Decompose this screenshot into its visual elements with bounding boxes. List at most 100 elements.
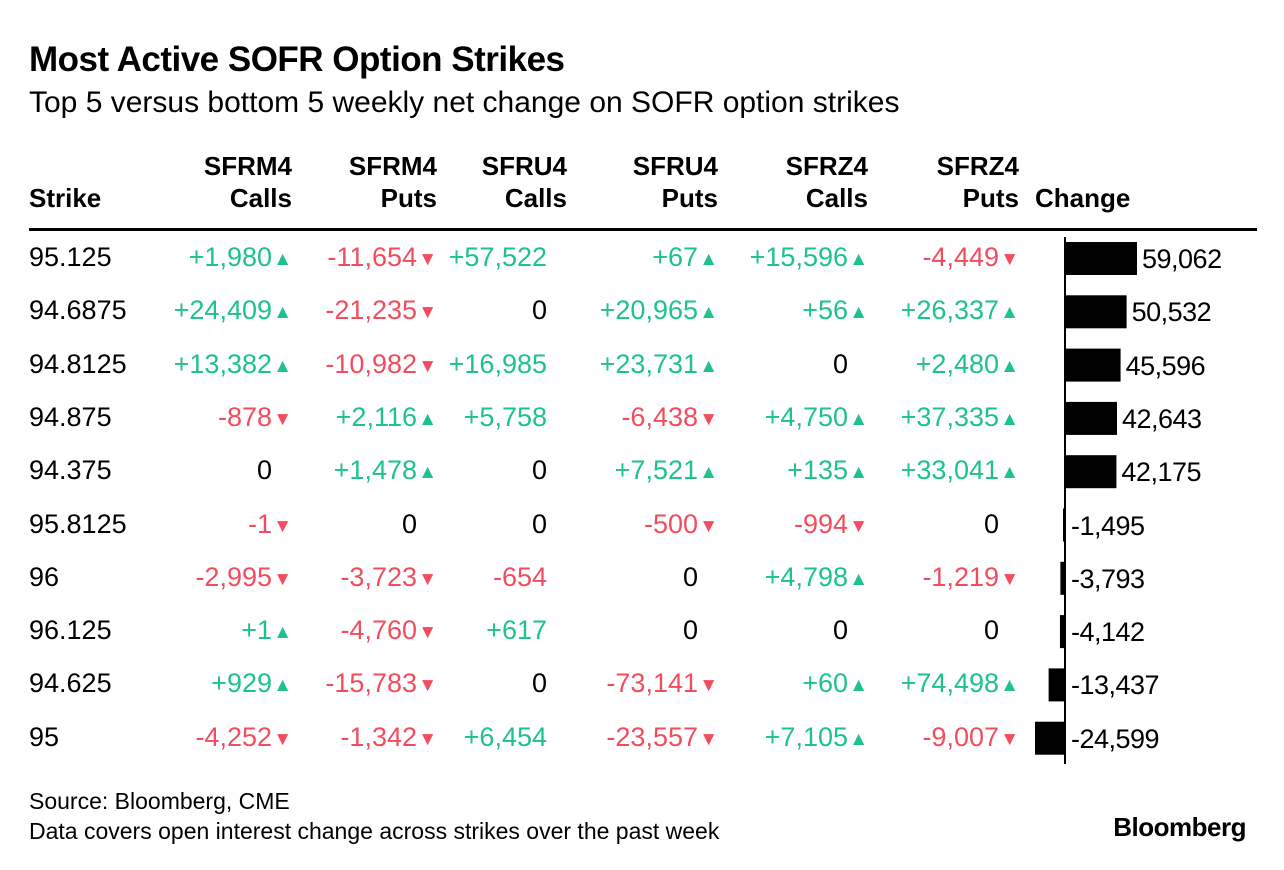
header-sfru4-puts: SFRU4 Puts	[596, 150, 718, 214]
value-cell: +929▲	[122, 667, 292, 702]
up-triangle-icon: ▲	[849, 462, 868, 484]
value-text: +617	[486, 615, 547, 646]
down-triangle-icon: ▼	[418, 302, 437, 324]
value-text: +1,980	[188, 242, 272, 272]
up-triangle-icon: ▲	[273, 355, 292, 377]
value-text: +4,798	[764, 561, 848, 592]
header-line2: Calls	[504, 183, 567, 213]
value-cell: +60▲	[698, 667, 868, 702]
value-text: -23,557	[606, 721, 698, 752]
value-text: -878	[217, 401, 272, 432]
strike-cell: 94.6875	[29, 295, 127, 326]
value-cell: +57,522	[397, 241, 567, 273]
value-text: -73,141	[606, 668, 698, 699]
value-text: +1	[241, 615, 272, 646]
value-text: -15,783	[325, 668, 417, 699]
value-text: +23,731	[599, 348, 698, 379]
value-cell: 0	[849, 614, 1019, 646]
strike-cell: 94.8125	[29, 348, 127, 379]
value-text: 0	[832, 615, 848, 646]
value-text: 0	[983, 508, 999, 539]
change-label: 45,596	[1125, 350, 1206, 381]
value-cell: +617	[397, 614, 567, 646]
value-cell: +37,335▲	[849, 401, 1019, 436]
value-cell: 0	[397, 667, 567, 699]
value-cell: +16,985	[397, 348, 567, 380]
change-label: 50,532	[1131, 297, 1212, 328]
value-cell: 0	[548, 561, 718, 593]
value-cell: 0	[698, 348, 868, 380]
header-sfrz4-puts: SFRZ4 Puts	[897, 150, 1019, 214]
value-cell: +2,480▲	[849, 348, 1019, 383]
up-triangle-icon: ▲	[699, 462, 718, 484]
change-bar	[1059, 615, 1065, 649]
change-bar	[1065, 401, 1117, 435]
value-text: -654	[492, 561, 547, 592]
value-cell: -654	[397, 561, 567, 593]
change-label: -13,437	[1071, 670, 1160, 701]
change-label: -4,142	[1071, 617, 1145, 648]
up-triangle-icon: ▲	[1000, 408, 1019, 430]
header-line2: Puts	[962, 183, 1019, 213]
up-triangle-icon: ▲	[273, 302, 292, 324]
value-text: -1,342	[340, 721, 417, 752]
up-triangle-icon: ▲	[849, 675, 868, 697]
change-bar	[1065, 348, 1121, 382]
value-text: +67	[652, 242, 698, 272]
header-line1: SFRM4	[348, 151, 437, 181]
value-cell: 0	[122, 454, 292, 486]
value-text: 0	[682, 615, 698, 646]
down-triangle-icon: ▼	[418, 355, 437, 377]
value-cell: +135▲	[698, 454, 868, 489]
chart-title: Most Active SOFR Option Strikes	[29, 40, 565, 79]
up-triangle-icon: ▲	[849, 728, 868, 750]
value-text: +7,105	[764, 721, 848, 752]
change-bar	[1048, 668, 1065, 702]
value-text: +7,521	[614, 455, 698, 486]
value-text: -994	[793, 508, 848, 539]
value-cell: +15,596▲	[698, 241, 868, 276]
value-text: 0	[531, 668, 547, 699]
down-triangle-icon: ▼	[699, 675, 718, 697]
value-cell: 0	[698, 614, 868, 646]
down-triangle-icon: ▼	[849, 515, 868, 537]
value-text: +24,409	[173, 295, 272, 326]
value-text: -4,449	[922, 242, 999, 272]
value-cell: -10,982▼	[267, 348, 437, 383]
value-cell: 0	[849, 508, 1019, 540]
value-cell: +56▲	[698, 294, 868, 329]
change-bar	[1060, 561, 1065, 595]
value-text: -1	[247, 508, 272, 539]
value-text: +1,478	[333, 455, 417, 486]
value-cell: +7,105▲	[698, 721, 868, 756]
up-triangle-icon: ▲	[1000, 462, 1019, 484]
value-cell: +67▲	[548, 241, 718, 276]
up-triangle-icon: ▲	[849, 249, 868, 270]
change-label: 42,643	[1121, 403, 1202, 434]
strike-cell: 95.8125	[29, 508, 127, 539]
down-triangle-icon: ▼	[273, 515, 292, 537]
up-triangle-icon: ▲	[699, 249, 718, 270]
strike-cell: 95	[29, 721, 60, 752]
value-text: +135	[787, 455, 848, 486]
value-text: +2,480	[915, 348, 999, 379]
header-sfrm4-calls: SFRM4 Calls	[170, 150, 292, 214]
header-line1: SFRU4	[632, 151, 718, 181]
change-bar	[1065, 455, 1117, 489]
value-cell: +6,454	[397, 721, 567, 753]
change-label: -1,495	[1071, 510, 1145, 541]
value-cell: -15,783▼	[267, 667, 437, 702]
change-label: -3,793	[1071, 563, 1145, 594]
bloomberg-logo: Bloomberg	[1113, 812, 1246, 842]
value-text: -4,760	[340, 615, 417, 646]
value-cell: +13,382▲	[122, 348, 292, 383]
up-triangle-icon: ▲	[418, 408, 437, 430]
value-text: +15,596	[749, 242, 848, 272]
value-text: 0	[832, 348, 848, 379]
value-cell: 0	[397, 294, 567, 326]
header-line1: SFRU4	[481, 151, 567, 181]
header-strike: Strike	[29, 183, 102, 213]
up-triangle-icon: ▲	[849, 568, 868, 590]
value-text: +56	[802, 295, 848, 326]
value-cell: -994▼	[698, 508, 868, 543]
